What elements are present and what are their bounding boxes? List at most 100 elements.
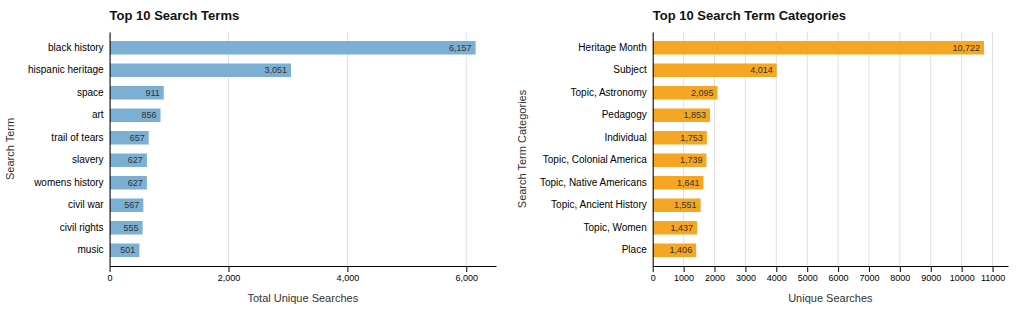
x-axis-line bbox=[653, 266, 1008, 267]
grid-line bbox=[838, 32, 839, 266]
y-tick-label: Topic, Astronomy bbox=[571, 87, 647, 98]
data-label: 555 bbox=[124, 223, 139, 233]
bar bbox=[653, 176, 704, 190]
bar bbox=[110, 199, 144, 213]
y-tick-label: womens history bbox=[33, 177, 103, 188]
title: Top 10 Search Terms bbox=[110, 8, 240, 23]
data-label: 2,095 bbox=[691, 88, 714, 98]
data-labels: 5015555676276276578569113,0516,157 bbox=[120, 43, 471, 256]
data-label: 1,739 bbox=[680, 155, 703, 165]
x-tick-label: 0 bbox=[651, 273, 656, 283]
data-label: 4,014 bbox=[750, 65, 773, 75]
x-axis: 0 2,000 4,000 6,000 bbox=[108, 266, 497, 283]
data-label: 627 bbox=[128, 178, 143, 188]
x-tick-label: 2,000 bbox=[218, 273, 241, 283]
x-tick-label: 4,000 bbox=[337, 273, 360, 283]
x-tick: 0 bbox=[108, 266, 113, 283]
bar bbox=[110, 109, 161, 123]
y-tick: space bbox=[77, 87, 104, 98]
x-tick-mark bbox=[776, 266, 777, 272]
figure: 5015555676276276578569113,0516,15702,000… bbox=[0, 0, 1024, 310]
bar bbox=[653, 86, 718, 100]
grid-line bbox=[992, 32, 993, 266]
bar bbox=[653, 244, 696, 258]
y-tick: Pedagogy bbox=[602, 109, 647, 120]
x-tick: 8000 bbox=[890, 266, 910, 283]
data-label: 627 bbox=[128, 155, 143, 165]
x-tick-label: 6000 bbox=[829, 273, 849, 283]
bar bbox=[110, 64, 291, 78]
y-tick: slavery bbox=[72, 154, 104, 165]
x-tick-mark bbox=[745, 266, 746, 272]
data-labels: 1,4061,4371,5511,6411,7391,7531,8532,095… bbox=[670, 43, 980, 256]
data-label: 1,551 bbox=[674, 200, 697, 210]
y-tick-label: art bbox=[92, 109, 104, 120]
x-tick-label: 0 bbox=[108, 273, 113, 283]
bar bbox=[653, 131, 707, 145]
x-tick-label: 8000 bbox=[890, 273, 910, 283]
x-axis-title: Total Unique Searches bbox=[247, 292, 358, 304]
data-label: 3,051 bbox=[264, 65, 287, 75]
x-axis: 0100020003000400050006000700080009000100… bbox=[651, 266, 1009, 283]
grid bbox=[653, 32, 993, 266]
data-label: 856 bbox=[141, 110, 156, 120]
y-tick: hispanic heritage bbox=[28, 64, 104, 75]
y-tick: civil war bbox=[68, 199, 104, 210]
bar bbox=[110, 86, 164, 100]
y-tick-label: Heritage Month bbox=[578, 42, 646, 53]
x-tick-mark bbox=[228, 266, 229, 272]
grid-line bbox=[466, 32, 467, 266]
y-tick-label: Place bbox=[622, 244, 647, 255]
data-label: 1,437 bbox=[671, 223, 694, 233]
bar bbox=[110, 221, 143, 235]
bar bbox=[653, 221, 697, 235]
x-axis-title: Unique Searches bbox=[788, 292, 873, 304]
y-axis-line bbox=[110, 33, 111, 267]
x-tick: 0 bbox=[651, 266, 656, 283]
x-tick: 4,000 bbox=[337, 266, 360, 283]
bar bbox=[653, 109, 710, 123]
y-axis-title: Search Term Categories bbox=[516, 89, 528, 208]
x-tick-label: 9000 bbox=[921, 273, 941, 283]
x-tick: 2,000 bbox=[218, 266, 241, 283]
x-tick-mark bbox=[653, 266, 654, 272]
x-tick: 4000 bbox=[767, 266, 787, 283]
y-tick-label: Pedagogy bbox=[602, 109, 647, 120]
y-tick-label: Topic, Ancient History bbox=[551, 199, 647, 210]
data-label: 1,641 bbox=[677, 178, 700, 188]
y-tick: Topic, Women bbox=[584, 222, 647, 233]
y-tick: Topic, Astronomy bbox=[571, 87, 647, 98]
title: Top 10 Search Term Categories bbox=[653, 8, 846, 23]
x-tick-mark bbox=[869, 266, 870, 272]
data-label: 501 bbox=[120, 245, 135, 255]
x-tick-mark bbox=[931, 266, 932, 272]
x-tick: 10000 bbox=[950, 266, 975, 283]
x-tick-label: 10000 bbox=[950, 273, 975, 283]
y-axis-line bbox=[653, 33, 654, 267]
y-axis-title: Search Term bbox=[4, 118, 16, 180]
bar bbox=[110, 154, 147, 168]
grid-line bbox=[930, 32, 931, 266]
y-tick: trail of tears bbox=[51, 132, 103, 143]
bars bbox=[653, 41, 984, 257]
x-tick: 6,000 bbox=[456, 266, 479, 283]
y-tick: Heritage Month bbox=[578, 42, 646, 53]
grid-line bbox=[961, 32, 962, 266]
x-tick-mark bbox=[838, 266, 839, 272]
y-tick-label: Subject bbox=[613, 64, 647, 75]
bar bbox=[110, 176, 147, 190]
bars bbox=[110, 41, 476, 257]
y-tick: Subject bbox=[613, 64, 647, 75]
x-tick-label: 7000 bbox=[859, 273, 879, 283]
y-tick-label: space bbox=[77, 87, 104, 98]
bar bbox=[653, 154, 707, 168]
x-tick: 9000 bbox=[921, 266, 941, 283]
y-axis: Place Topic, Women Topic, Ancient History T… bbox=[540, 33, 653, 267]
x-tick-mark bbox=[110, 266, 111, 272]
y-tick-label: Topic, Colonial America bbox=[543, 154, 647, 165]
bar bbox=[653, 64, 777, 78]
y-tick: womens history bbox=[33, 177, 103, 188]
x-tick-mark bbox=[466, 266, 467, 272]
x-tick-label: 5000 bbox=[798, 273, 818, 283]
x-tick-mark bbox=[962, 266, 963, 272]
